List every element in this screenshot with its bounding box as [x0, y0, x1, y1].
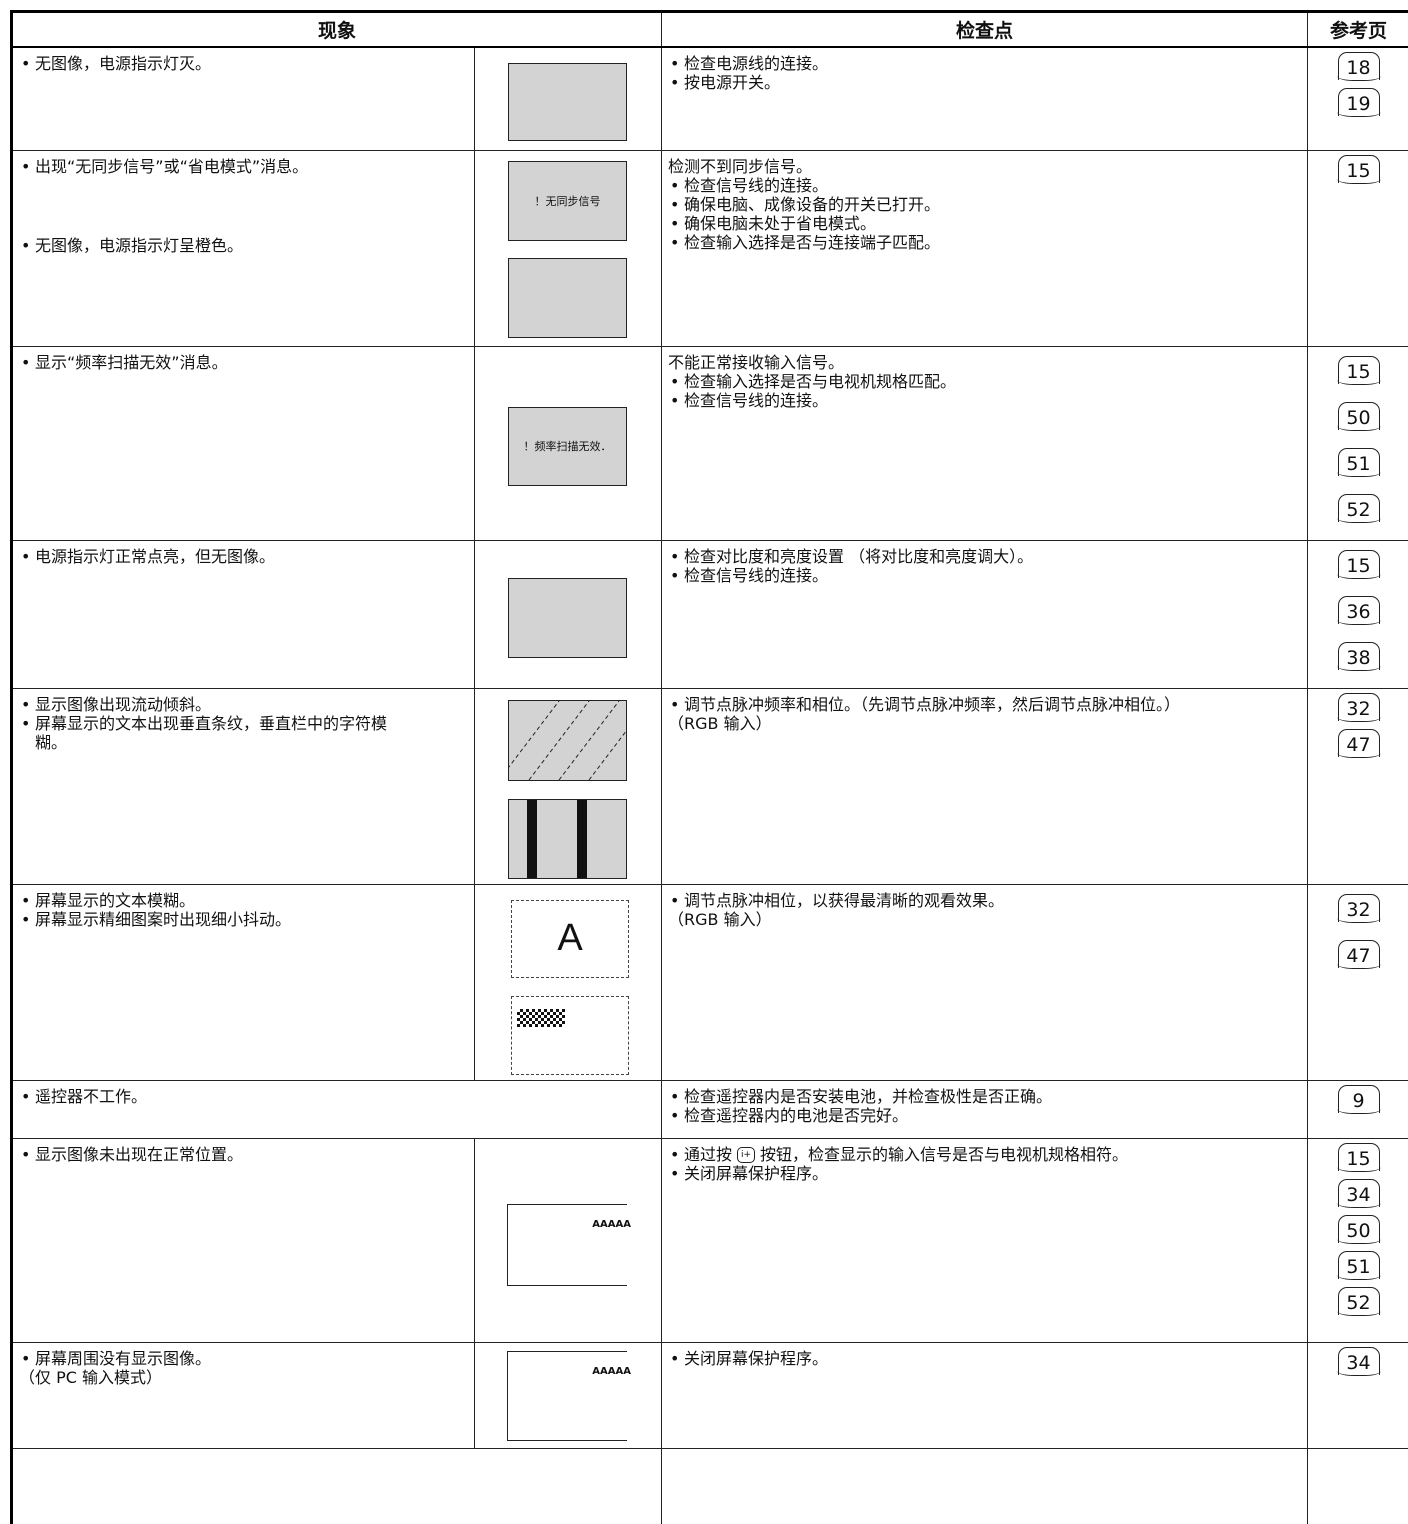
- page-ref: 47: [1336, 939, 1381, 969]
- symptom: 无图像，电源指示灯灭。: [19, 54, 468, 73]
- check: 检查遥控器内是否安装电池，并检查极性是否正确。: [668, 1087, 1301, 1106]
- check: 检查电源线的连接。: [668, 54, 1301, 73]
- page-ref: 50: [1336, 401, 1381, 431]
- symptom: 屏幕显示的文本模糊。: [19, 891, 468, 910]
- screen: ！频率扫描无效．: [508, 406, 627, 486]
- page-ref: 15: [1336, 549, 1381, 579]
- check: 调节点脉冲频率和相位。（先调节点脉冲频率，然后调节点脉冲相位。）: [668, 695, 1301, 714]
- page-ref: 52: [1336, 493, 1381, 523]
- symptom: 出现“无同步信号”或“省电模式”消息。: [19, 157, 468, 176]
- check-part: 按钮，检查显示的输入信号是否与电视机规格相符。: [760, 1144, 1129, 1164]
- checker-pattern: [517, 1008, 565, 1027]
- screen-text: AAAAA: [592, 1365, 631, 1377]
- page-ref: 18: [1336, 52, 1381, 81]
- check: 检查输入选择是否与电视机规格匹配。: [668, 372, 1301, 391]
- page-ref: 51: [1336, 1250, 1381, 1280]
- symptom: 无图像，电源指示灯呈橙色。: [19, 236, 468, 255]
- screen: [508, 577, 627, 658]
- symptom: （仅 PC 输入模式）: [19, 1367, 162, 1387]
- screen-text: A: [557, 917, 583, 959]
- check: 检查遥控器内的电池是否完好。: [668, 1106, 1301, 1125]
- check: 调节点脉冲相位，以获得最清晰的观看效果。: [668, 891, 1301, 910]
- check: 检查信号线的连接。: [668, 566, 1301, 585]
- screen-text: ！无同步信号: [534, 194, 601, 208]
- page-ref: 50: [1336, 1214, 1381, 1244]
- check: 检查信号线的连接。: [668, 176, 1301, 195]
- screen-text: AAAAA: [592, 1218, 631, 1230]
- page-ref: 36: [1336, 595, 1381, 625]
- check: 确保电脑未处于省电模式。: [668, 214, 1301, 233]
- screen: ！无同步信号: [508, 160, 627, 241]
- check: 确保电脑、成像设备的开关已打开。: [668, 195, 1301, 214]
- page-ref: 15: [1336, 1142, 1381, 1172]
- screen: AAAAA: [507, 1350, 631, 1441]
- page-ref: 38: [1336, 641, 1381, 671]
- page-ref: 47: [1336, 728, 1381, 758]
- page-ref: 34: [1336, 1346, 1381, 1376]
- page-ref: 32: [1336, 692, 1381, 722]
- check: （RGB 输入）: [668, 713, 772, 733]
- screen: [511, 995, 629, 1075]
- symptom: 屏幕显示精细图案时出现细小抖动。: [19, 910, 468, 929]
- info-button-icon: i+: [737, 1147, 756, 1163]
- diagonal-lines: [509, 700, 626, 780]
- check: 检查输入选择是否与连接端子匹配。: [668, 233, 1301, 252]
- symptom: 屏幕显示的文本出现垂直条纹，垂直栏中的字符模糊。: [19, 714, 405, 752]
- check: （RGB 输入）: [668, 909, 772, 929]
- check: 关闭屏幕保护程序。: [668, 1164, 1301, 1183]
- screen: [508, 257, 627, 338]
- page-ref: 51: [1336, 447, 1381, 477]
- symptom: 显示图像出现流动倾斜。: [19, 695, 468, 714]
- page-ref: 9: [1336, 1084, 1381, 1114]
- symptom: 电源指示灯正常点亮，但无图像。: [19, 547, 468, 566]
- symptom: 显示“频率扫描无效”消息。: [19, 353, 468, 372]
- header-page: 参考页: [1307, 10, 1408, 48]
- check: 检查对比度和亮度设置 （将对比度和亮度调大）。: [668, 547, 1301, 566]
- check: 检查信号线的连接。: [668, 391, 1301, 410]
- screen: [508, 699, 627, 781]
- page-ref: 52: [1336, 1286, 1381, 1316]
- page-ref: 15: [1336, 355, 1381, 385]
- screen-text: ！频率扫描无效．: [523, 440, 612, 453]
- page-ref: 15: [1336, 154, 1381, 184]
- check-part: 通过按: [684, 1144, 733, 1164]
- page-ref: 32: [1336, 893, 1381, 923]
- screen: [508, 798, 627, 879]
- check: 按电源开关。: [668, 73, 1301, 92]
- symptom: 遥控器不工作。: [19, 1087, 655, 1106]
- header-symptom: 现象: [9, 10, 663, 48]
- check: 检测不到同步信号。: [668, 156, 813, 176]
- screen: A: [511, 899, 629, 978]
- check: 不能正常接收输入信号。: [668, 352, 845, 372]
- page-ref: 19: [1336, 88, 1381, 117]
- troubleshooting-table: 现象 检查点 参考页 无图像，电源指示灯灭。 检查电源线的连接。按电源开关。 1…: [9, 10, 1408, 1524]
- page-ref: 34: [1336, 1178, 1381, 1208]
- header-check: 检查点: [661, 10, 1309, 48]
- symptom: 显示图像未出现在正常位置。: [19, 1145, 468, 1164]
- check: 关闭屏幕保护程序。: [668, 1349, 1301, 1368]
- screen: [508, 63, 627, 141]
- screen: AAAAA: [507, 1203, 631, 1286]
- symptom: 屏幕周围没有显示图像。: [19, 1349, 468, 1368]
